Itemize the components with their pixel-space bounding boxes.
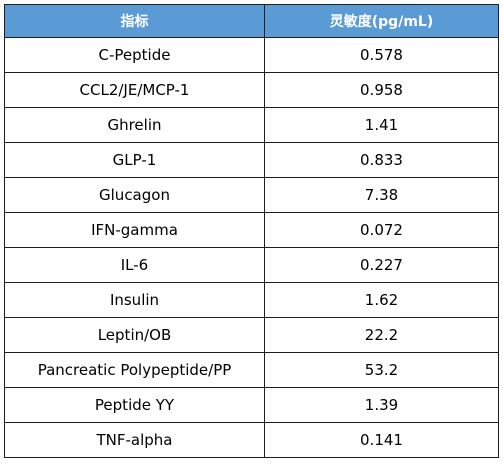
cell-sensitivity: 0.833 [264,142,499,178]
cell-indicator: TNF-alpha [4,422,265,458]
sensitivity-table: 指标 灵敏度(pg/mL) C-Peptide 0.578 CCL2/JE/MC… [4,4,499,458]
header-sensitivity: 灵敏度(pg/mL) [264,4,499,38]
cell-indicator: Pancreatic Polypeptide/PP [4,352,265,388]
cell-sensitivity: 53.2 [264,352,499,388]
table-row: CCL2/JE/MCP-1 0.958 [4,72,499,108]
cell-sensitivity: 0.141 [264,422,499,458]
cell-indicator: CCL2/JE/MCP-1 [4,72,265,108]
cell-sensitivity: 22.2 [264,317,499,353]
table-row: Glucagon 7.38 [4,177,499,213]
cell-indicator: Insulin [4,282,265,318]
header-indicator: 指标 [4,4,265,38]
table-header: 指标 灵敏度(pg/mL) [4,4,499,38]
cell-indicator: GLP-1 [4,142,265,178]
cell-indicator: IFN-gamma [4,212,265,248]
table-row: GLP-1 0.833 [4,142,499,178]
table-row: Leptin/OB 22.2 [4,317,499,353]
cell-sensitivity: 1.62 [264,282,499,318]
cell-sensitivity: 1.41 [264,107,499,143]
cell-sensitivity: 7.38 [264,177,499,213]
cell-indicator: Leptin/OB [4,317,265,353]
table-row: C-Peptide 0.578 [4,37,499,73]
table-row: TNF-alpha 0.141 [4,422,499,458]
cell-sensitivity: 0.578 [264,37,499,73]
table-row: IFN-gamma 0.072 [4,212,499,248]
cell-indicator: C-Peptide [4,37,265,73]
cell-indicator: Glucagon [4,177,265,213]
table-row: Insulin 1.62 [4,282,499,318]
cell-sensitivity: 0.227 [264,247,499,283]
table-row: Pancreatic Polypeptide/PP 53.2 [4,352,499,388]
table-row: Ghrelin 1.41 [4,107,499,143]
cell-sensitivity: 0.072 [264,212,499,248]
cell-sensitivity: 0.958 [264,72,499,108]
table-body: C-Peptide 0.578 CCL2/JE/MCP-1 0.958 Ghre… [4,37,499,458]
cell-indicator: Ghrelin [4,107,265,143]
cell-sensitivity: 1.39 [264,387,499,423]
header-row: 指标 灵敏度(pg/mL) [4,4,499,38]
cell-indicator: IL-6 [4,247,265,283]
cell-indicator: Peptide YY [4,387,265,423]
table-row: IL-6 0.227 [4,247,499,283]
table-row: Peptide YY 1.39 [4,387,499,423]
